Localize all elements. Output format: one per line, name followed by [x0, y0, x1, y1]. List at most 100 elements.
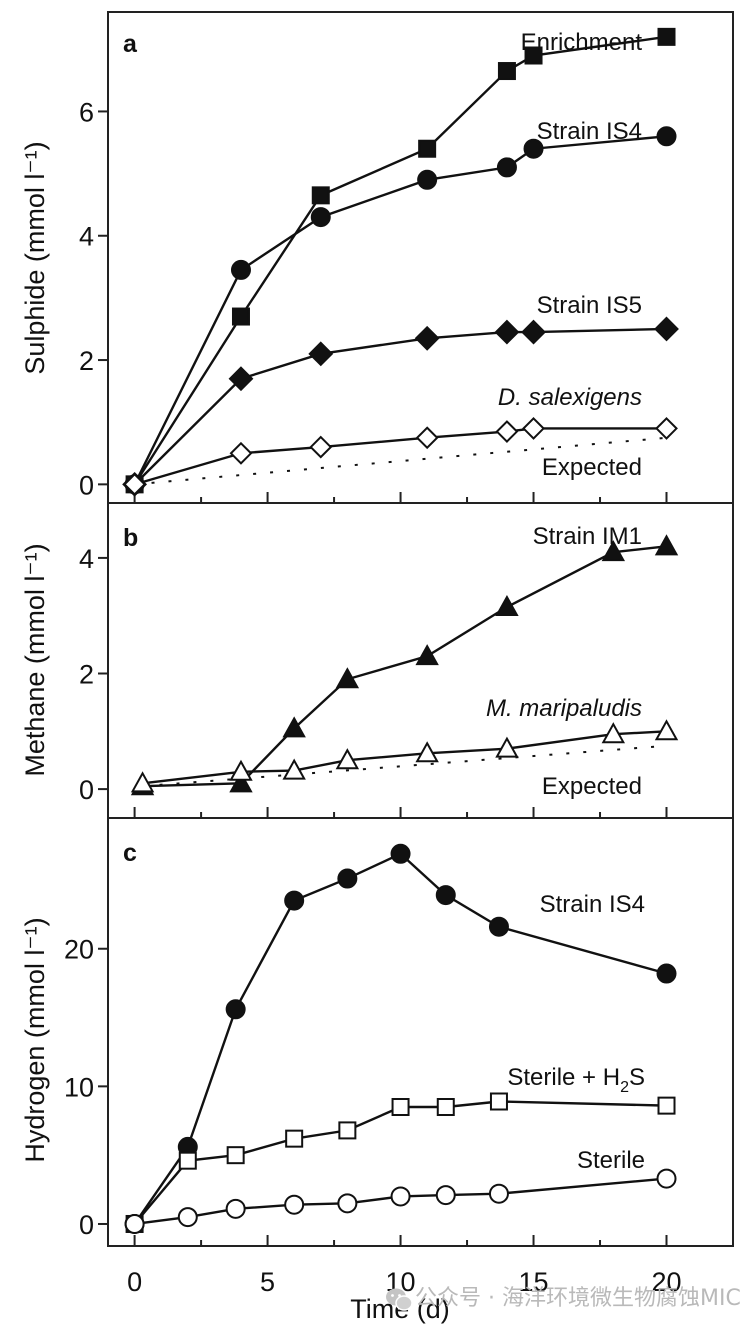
marker-c-sterile — [284, 1194, 305, 1215]
y-tick-label-a: 2 — [79, 346, 94, 376]
watermark: 公众号 · 海洋环境微生物腐蚀MIC — [386, 1286, 741, 1311]
marker-c-strain-is4 — [488, 916, 509, 937]
marker-a-strain-is5 — [414, 325, 440, 351]
label-sterile-h2s-sub: 2 — [620, 1079, 629, 1096]
y-axis-title-methane: Methane (mmol l⁻¹) — [20, 543, 50, 776]
marker-b-m-maripaludis — [282, 758, 306, 780]
marker-a-strain-is4 — [310, 207, 331, 228]
marker-a-d-salexigens — [123, 472, 147, 496]
panel-b-letter: b — [123, 524, 138, 552]
marker-a-enrichment — [657, 27, 676, 46]
y-tick-label-c: 10 — [64, 1072, 94, 1102]
label-c-strain-is4: Strain IS4 — [540, 891, 645, 918]
marker-c-strain-is4 — [284, 890, 305, 911]
marker-a-enrichment — [418, 139, 437, 158]
marker-c-sterile-h-s — [436, 1098, 455, 1117]
marker-b-m-maripaludis — [495, 736, 519, 758]
label-sterile-h2s-tail: S — [629, 1064, 645, 1091]
marker-c-strain-is4 — [656, 963, 677, 984]
marker-c-sterile — [435, 1185, 456, 1206]
marker-a-strain-is5 — [494, 319, 520, 345]
marker-c-sterile-h-s — [285, 1129, 304, 1148]
marker-a-d-salexigens — [522, 417, 545, 440]
y-tick-label-c: 0 — [79, 1210, 94, 1240]
y-tick-label-a: 0 — [79, 470, 94, 500]
wechat-icon — [386, 1288, 413, 1311]
marker-a-enrichment — [524, 46, 543, 65]
marker-b-strain-im1 — [415, 644, 439, 666]
marker-a-strain-is4 — [523, 138, 544, 159]
marker-b-m-maripaludis — [130, 771, 155, 793]
marker-b-strain-im1 — [335, 667, 360, 689]
marker-c-sterile-h-s — [226, 1146, 245, 1165]
x-tick-label: 20 — [651, 1267, 681, 1297]
panel-a-letter: a — [123, 30, 138, 58]
marker-b-m-maripaludis — [415, 741, 439, 763]
label-sterile-h2s: Sterile + H2S — [507, 1064, 645, 1096]
label-strain-im1: Strain IM1 — [533, 523, 642, 550]
marker-a-enrichment — [311, 186, 330, 205]
marker-a-strain-is5 — [654, 316, 679, 342]
panel-frames — [107, 11, 734, 1247]
marker-c-sterile-h-s — [338, 1121, 357, 1140]
series-line-b-expected — [142, 744, 667, 788]
marker-a-strain-is5 — [308, 341, 334, 367]
label-d-salexigens: D. salexigens — [498, 384, 642, 411]
marker-c-sterile-h-s — [489, 1092, 508, 1111]
marker-a-strain-is5 — [521, 319, 546, 345]
label-b-expected: Expected — [542, 773, 642, 800]
y-tick-label-c: 20 — [64, 935, 94, 965]
marker-c-strain-is4 — [225, 999, 246, 1020]
marker-c-sterile — [337, 1193, 358, 1214]
marker-c-sterile — [124, 1213, 145, 1234]
y-tick-label-b: 2 — [79, 660, 94, 690]
series-line-a-enrichment — [133, 35, 667, 485]
marker-c-strain-is4 — [435, 885, 456, 906]
marker-a-enrichment — [497, 62, 516, 81]
marker-b-m-maripaludis — [601, 722, 626, 744]
marker-a-d-salexigens — [655, 417, 678, 440]
marker-b-m-maripaludis — [229, 759, 253, 781]
x-tick-label: 5 — [260, 1267, 275, 1297]
marker-c-sterile — [390, 1186, 411, 1207]
series-line-b-m-maripaludis — [142, 730, 667, 785]
marker-b-m-maripaludis — [654, 719, 679, 741]
marker-a-d-salexigens — [229, 441, 253, 465]
marker-a-strain-is4 — [417, 169, 438, 190]
marker-c-sterile-h-s — [178, 1151, 197, 1170]
series-line-a-expected — [134, 436, 667, 486]
marker-c-sterile — [177, 1207, 198, 1228]
x-tick-label: 15 — [519, 1267, 549, 1297]
marker-c-strain-is4 — [337, 868, 358, 889]
marker-b-strain-im1 — [282, 716, 306, 738]
marker-b-strain-im1 — [601, 540, 626, 562]
marker-b-strain-im1 — [654, 534, 679, 556]
y-tick-label-a: 6 — [79, 97, 94, 127]
marker-c-sterile — [225, 1198, 246, 1219]
marker-c-sterile-h-s — [657, 1096, 676, 1115]
panel-c-frame — [107, 817, 734, 1247]
x-tick-label: 0 — [127, 1267, 142, 1297]
marker-c-sterile-h-s — [391, 1098, 410, 1117]
marker-a-strain-is4 — [656, 126, 677, 147]
y-axis-title-sulphide: Sulphide (mmol l⁻¹) — [20, 141, 50, 374]
series-line-b-strain-im1 — [142, 545, 667, 788]
watermark-text: 公众号 · 海洋环境微生物腐蚀MIC — [415, 1286, 741, 1311]
panel-c-letter: c — [123, 839, 137, 867]
marker-c-strain-is4 — [390, 843, 411, 864]
marker-a-strain-is5 — [228, 366, 254, 392]
marker-c-sterile — [488, 1183, 509, 1204]
marker-b-m-maripaludis — [335, 748, 360, 770]
marker-a-enrichment — [231, 307, 250, 326]
label-sterile: Sterile — [577, 1147, 645, 1174]
label-a-strain-is4: Strain IS4 — [537, 118, 642, 145]
marker-b-strain-im1 — [495, 594, 519, 617]
label-sterile-h2s-main: Sterile + H — [507, 1064, 620, 1091]
y-tick-label-b: 4 — [79, 544, 94, 574]
label-a-expected: Expected — [542, 454, 642, 481]
marker-a-d-salexigens — [495, 420, 519, 443]
label-strain-is5: Strain IS5 — [537, 292, 642, 319]
marker-a-d-salexigens — [415, 426, 439, 450]
